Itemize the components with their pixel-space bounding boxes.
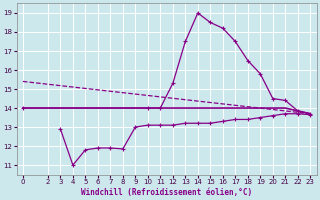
X-axis label: Windchill (Refroidissement éolien,°C): Windchill (Refroidissement éolien,°C) — [81, 188, 252, 197]
